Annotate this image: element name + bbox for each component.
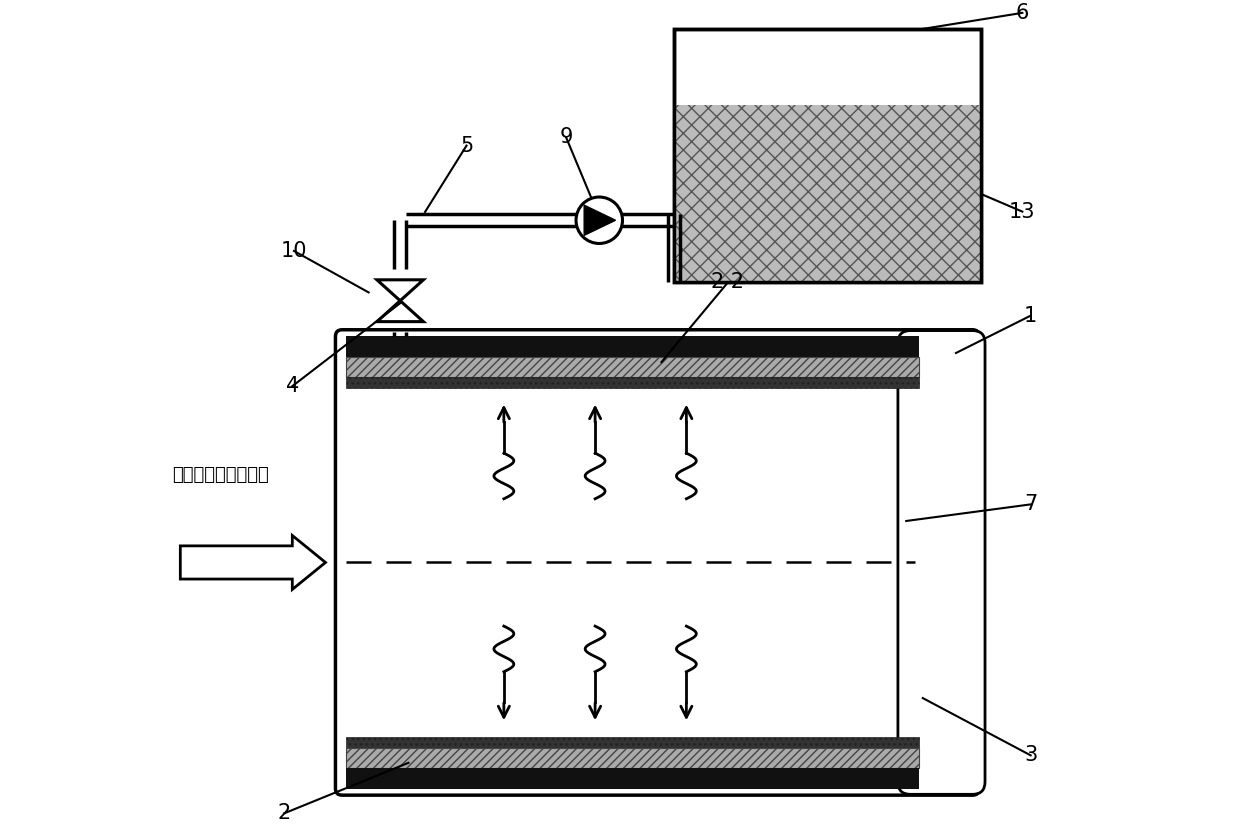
- Bar: [346, 389, 919, 735]
- Bar: [346, 768, 919, 788]
- Text: 13: 13: [1009, 202, 1035, 222]
- Text: 4: 4: [285, 376, 299, 396]
- Bar: [673, 29, 981, 282]
- Text: 6: 6: [1016, 2, 1029, 23]
- Bar: [346, 377, 919, 388]
- Bar: [346, 336, 919, 357]
- Bar: [673, 29, 981, 282]
- Text: 7: 7: [1024, 495, 1038, 515]
- Bar: [673, 105, 981, 282]
- FancyBboxPatch shape: [898, 330, 985, 794]
- Text: 2-2: 2-2: [711, 272, 745, 292]
- Text: 3: 3: [1024, 745, 1038, 765]
- FancyArrow shape: [180, 535, 325, 589]
- FancyBboxPatch shape: [336, 330, 980, 795]
- Bar: [346, 737, 919, 749]
- Text: 9: 9: [559, 127, 573, 147]
- Text: 2: 2: [278, 803, 290, 823]
- Text: 10: 10: [280, 241, 308, 261]
- Text: 5: 5: [460, 135, 474, 155]
- Polygon shape: [584, 205, 615, 236]
- Bar: [346, 357, 919, 377]
- Text: 1: 1: [1024, 305, 1038, 325]
- Circle shape: [577, 197, 622, 243]
- Text: 燃烧室高速高温主流: 燃烧室高速高温主流: [172, 466, 269, 484]
- Bar: [346, 749, 919, 768]
